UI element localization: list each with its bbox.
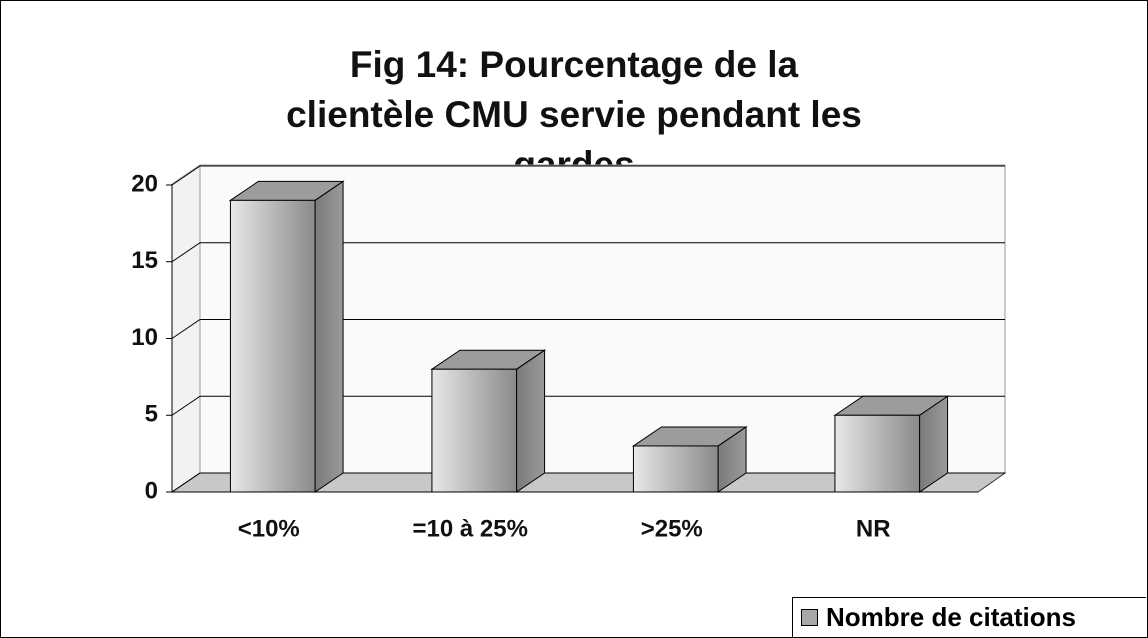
legend: Nombre de citations [792,597,1146,637]
grid-line [171,165,1005,186]
bar [430,349,547,493]
grid-line [171,395,1005,416]
bar-front [632,445,719,493]
bar-front [834,414,921,493]
bar-side [516,349,546,493]
grid-line [171,242,1005,263]
legend-key [801,609,818,626]
y-tick-label: 10 [131,324,158,351]
x-tick-label: =10 à 25% [413,515,528,542]
bar-side [314,180,344,493]
bar [228,180,345,493]
bar-front [431,368,518,493]
bar-front [229,199,316,493]
y-tick-label: 0 [145,477,158,504]
y-tick-label: 5 [145,401,158,428]
grid-line [171,319,1005,339]
bar [631,426,748,493]
x-tick-label: NR [856,515,891,542]
y-tick-label: 15 [131,247,158,274]
legend-label: Nombre de citations [826,602,1076,632]
x-tick-label: >25% [641,515,703,542]
x-tick-label: <10% [238,515,300,542]
y-tick-label: 20 [131,170,158,197]
bar [833,395,950,493]
